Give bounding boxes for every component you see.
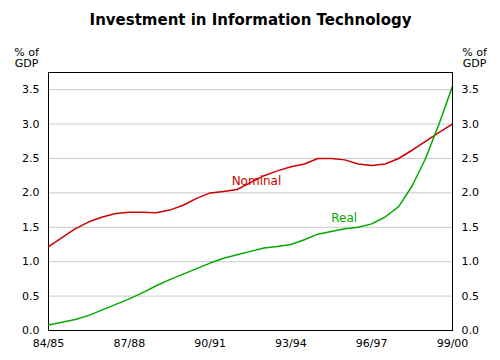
svg-text:3.0: 3.0	[462, 118, 480, 131]
svg-text:Investment in Information Tech: Investment in Information Technology	[90, 11, 412, 29]
svg-text:Nominal: Nominal	[232, 174, 282, 188]
svg-text:1.5: 1.5	[462, 221, 480, 234]
svg-text:0.5: 0.5	[22, 290, 40, 303]
svg-text:0.0: 0.0	[462, 324, 480, 337]
svg-text:% ofGDP: % ofGDP	[462, 46, 488, 70]
svg-text:96/97: 96/97	[356, 337, 388, 350]
svg-text:2.5: 2.5	[22, 152, 40, 165]
svg-text:1.0: 1.0	[462, 255, 480, 268]
svg-text:3.0: 3.0	[22, 118, 40, 131]
svg-text:2.0: 2.0	[22, 186, 40, 199]
svg-text:Real: Real	[331, 211, 357, 225]
svg-text:0.0: 0.0	[22, 324, 40, 337]
svg-text:2.5: 2.5	[462, 152, 480, 165]
svg-text:2.0: 2.0	[462, 186, 480, 199]
svg-text:3.5: 3.5	[22, 83, 40, 96]
svg-text:1.5: 1.5	[22, 221, 40, 234]
svg-text:3.5: 3.5	[462, 83, 480, 96]
svg-text:0.5: 0.5	[462, 290, 480, 303]
svg-text:93/94: 93/94	[275, 337, 307, 350]
svg-text:1.0: 1.0	[22, 255, 40, 268]
svg-text:99/00: 99/00	[437, 337, 469, 350]
svg-text:90/91: 90/91	[194, 337, 226, 350]
svg-text:87/88: 87/88	[113, 337, 145, 350]
svg-text:84/85: 84/85	[33, 337, 65, 350]
svg-text:% ofGDP: % ofGDP	[14, 46, 40, 70]
